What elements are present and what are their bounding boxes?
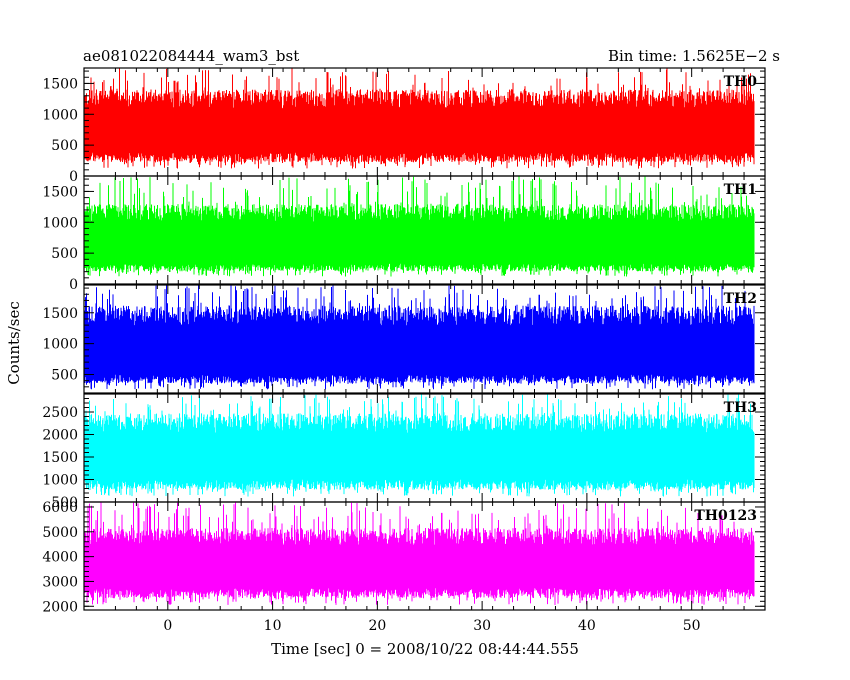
y-axis-label: Counts/sec bbox=[5, 301, 23, 385]
y-tick-label: 6000 bbox=[42, 500, 78, 516]
legend-th3: TH3 bbox=[724, 400, 757, 416]
series-th3-trace bbox=[84, 394, 755, 497]
panel-frame bbox=[83, 501, 766, 611]
x-tick-label: 40 bbox=[578, 618, 596, 634]
y-tick-label: 500 bbox=[51, 138, 78, 154]
y-tick-label: 1000 bbox=[42, 473, 78, 489]
series-th2-trace bbox=[84, 285, 755, 390]
legend-th1: TH1 bbox=[724, 182, 757, 198]
series-th0-trace bbox=[84, 68, 755, 169]
y-tick-label: 0 bbox=[69, 277, 78, 293]
y-tick-label: 1500 bbox=[42, 184, 78, 200]
y-tick-label: 1000 bbox=[42, 337, 78, 353]
y-tick-label: 3000 bbox=[42, 574, 78, 590]
y-tick-label: 500 bbox=[51, 367, 78, 383]
series-th0123-trace bbox=[84, 502, 755, 605]
y-tick-label: 1500 bbox=[42, 450, 78, 466]
panel-frame bbox=[83, 284, 766, 394]
panel-th3: 500 1000 1500 2000 2500 TH3 bbox=[42, 393, 766, 511]
x-axis-label: Time [sec] 0 = 2008/10/22 08:44:44.555 bbox=[271, 640, 579, 658]
y-tick-label: 2000 bbox=[42, 599, 78, 615]
legend-th0123: TH0123 bbox=[694, 508, 757, 524]
panel-th0: 0 500 1000 1500 TH0 bbox=[42, 67, 766, 185]
y-tick-label: 500 bbox=[51, 495, 78, 511]
legend-th0: TH0 bbox=[724, 74, 758, 90]
panel-th0123: 2000 3000 4000 5000 6000 TH0123 0 10 20 30 40 50 bbox=[42, 500, 766, 634]
y-tick-label: 1500 bbox=[42, 76, 78, 92]
x-tick-label: 50 bbox=[683, 618, 701, 634]
y-tick-label: 4000 bbox=[42, 550, 78, 566]
x-tick-label: 30 bbox=[473, 618, 491, 634]
x-tick-label: 0 bbox=[163, 618, 172, 634]
x-tick-label: 20 bbox=[368, 618, 386, 634]
y-tick-label: 1500 bbox=[42, 306, 78, 322]
y-tick-label: 500 bbox=[51, 246, 78, 262]
panel-th1: 0 500 1000 1500 TH1 bbox=[42, 175, 766, 293]
y-tick-label: 2000 bbox=[42, 428, 78, 444]
y-tick-label: 5000 bbox=[42, 525, 78, 541]
series-th1-trace bbox=[84, 176, 755, 277]
y-tick-label: 1000 bbox=[42, 107, 78, 123]
legend-th2: TH2 bbox=[724, 291, 757, 307]
y-tick-label: 0 bbox=[69, 169, 78, 185]
bin-time-label: Bin time: 1.5625E−2 s bbox=[608, 47, 780, 65]
panel-th2: 500 1000 1500 TH2 bbox=[42, 284, 766, 394]
plot-title: ae081022084444_wam3_bst bbox=[83, 47, 299, 65]
x-tick-label: 10 bbox=[264, 618, 282, 634]
panel-frame bbox=[83, 175, 766, 285]
y-tick-label: 1000 bbox=[42, 215, 78, 231]
y-tick-label: 2500 bbox=[42, 405, 78, 421]
